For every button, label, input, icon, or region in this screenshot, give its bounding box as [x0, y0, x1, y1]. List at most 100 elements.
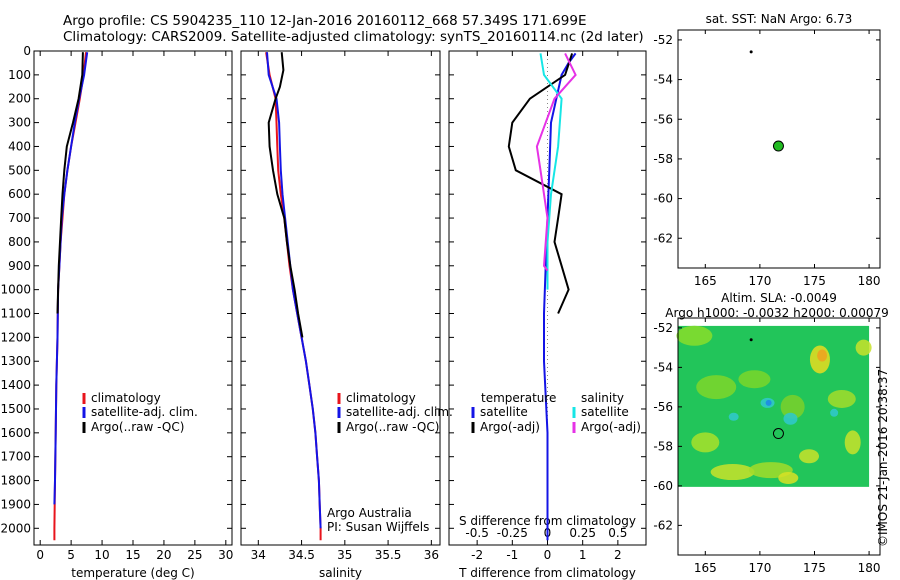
sst-map-xtick-label: 170 [748, 274, 771, 288]
header: Argo profile: CS 5904235_110 12-Jan-2016… [0, 0, 900, 46]
temperature-legend-argo-label: Argo(..raw -QC) [91, 420, 184, 434]
salinity-xtick-label: 35.5 [375, 548, 402, 562]
temperature-series-argorawqc [56, 52, 84, 314]
sla-map-ytick-label: -54 [653, 360, 673, 374]
depth-ytick-label: 1700 [0, 450, 31, 464]
depth-ytick-label: 1400 [0, 378, 31, 392]
depth-ytick-label: 1500 [0, 402, 31, 416]
difference-series-temperatureargoadj [507, 53, 574, 314]
salinity-panel-frame [240, 50, 441, 546]
difference-legend-temperature-satellite-label: satellite [480, 405, 528, 419]
sla-map-ytick-label: -52 [653, 321, 673, 335]
s-difference-tick-label: 0.25 [569, 526, 596, 540]
depth-ytick-label: 900 [8, 259, 31, 273]
difference-series-salinitysatellite [539, 53, 563, 290]
temperature-x-axis-label: temperature (deg C) [71, 566, 194, 580]
sst-map-float-position [772, 140, 784, 152]
sst-map-ytick-label: -58 [653, 152, 673, 166]
salinity-xtick-label: 34.5 [288, 548, 315, 562]
difference-legend-temperature-heading: temperature [481, 391, 556, 405]
sst-map-ytick-label: -60 [653, 192, 673, 206]
sla-map-frame [677, 317, 881, 556]
sla-map-float-position [772, 428, 784, 440]
temperature-xtick-label: 5 [67, 548, 75, 562]
pi-label: PI: Susan Wijffels [327, 520, 429, 534]
s-difference-tick-label: 0.5 [608, 526, 627, 540]
temperature-xtick-label: 25 [187, 548, 202, 562]
temperature-xtick-label: 15 [125, 548, 140, 562]
temperature-xtick-label: 10 [94, 548, 109, 562]
sla-map-xtick-label: 175 [803, 561, 826, 575]
difference-xtick-label: -2 [471, 548, 483, 562]
salinity-series-satelliteadjclim [266, 52, 322, 529]
sst-map-previous-position [749, 50, 753, 54]
depth-ytick-label: 1200 [0, 330, 31, 344]
salinity-legend-climatology-label: climatology [346, 391, 416, 405]
difference-xtick-label: 0 [544, 548, 552, 562]
salinity-xtick-label: 36 [424, 548, 439, 562]
temperature-panel-frame [33, 50, 233, 546]
depth-ytick-label: 800 [8, 235, 31, 249]
depth-ytick-label: 1100 [0, 307, 31, 321]
temperature-xtick-label: 0 [36, 548, 44, 562]
salinity-xtick-label: 34 [251, 548, 266, 562]
sst-map-xtick-label: 175 [803, 274, 826, 288]
difference-legend-salinity-heading: salinity [581, 391, 624, 405]
temperature-legend-satellite-label: satellite-adj. clim. [91, 405, 198, 419]
sst-map-ytick-label: -56 [653, 112, 673, 126]
sla-map-xtick-label: 165 [694, 561, 717, 575]
depth-ytick-label: 500 [8, 163, 31, 177]
depth-ytick-label: 1000 [0, 283, 31, 297]
sla-heatmap [676, 325, 872, 487]
temperature-xtick-label: 30 [218, 548, 233, 562]
sla-map-xtick-label: 180 [858, 561, 881, 575]
sst-map-ytick-label: -54 [653, 73, 673, 87]
s-difference-tick-label: -0.5 [465, 526, 488, 540]
temperature-legend-climatology-label: climatology [91, 391, 161, 405]
salinity-x-axis-label: salinity [319, 566, 362, 580]
sst-map-ytick-label: -52 [653, 33, 673, 47]
depth-ytick-label: 100 [8, 68, 31, 82]
sst-map-xtick-label: 180 [858, 274, 881, 288]
sla-map-title: Altim. SLA: -0.0049 [721, 291, 837, 305]
difference-xtick-label: 2 [614, 548, 622, 562]
depth-ytick-label: 600 [8, 187, 31, 201]
sla-map-ytick-label: -58 [653, 439, 673, 453]
difference-xtick-label: 1 [579, 548, 587, 562]
sst-map-frame [677, 29, 881, 269]
depth-ytick-label: 700 [8, 211, 31, 225]
salinity-legend-satellite-label: satellite-adj. clim. [346, 405, 453, 419]
sla-map-ytick-label: -60 [653, 479, 673, 493]
depth-ytick-label: 2000 [0, 521, 31, 535]
depth-ytick-label: 1800 [0, 474, 31, 488]
depth-ytick-label: 1600 [0, 426, 31, 440]
depth-ytick-label: 300 [8, 116, 31, 130]
temperature-series-climatology [53, 52, 87, 541]
depth-ytick-label: 400 [8, 139, 31, 153]
difference-legend-salinity-satellite-label: satellite [581, 405, 629, 419]
difference-xtick-label: -1 [506, 548, 518, 562]
header-line-2: Climatology: CARS2009. Satellite-adjuste… [63, 29, 644, 45]
difference-legend-temperature-argo-label: Argo(-adj) [480, 420, 540, 434]
salinity-legend-argo-label: Argo(..raw -QC) [346, 420, 439, 434]
header-line-1: Argo profile: CS 5904235_110 12-Jan-2016… [63, 13, 587, 29]
sla-map-subtitle: Argo h1000: -0.0032 h2000: 0.00079 [665, 306, 888, 320]
sst-map-xtick-label: 165 [694, 274, 717, 288]
difference-series-salinityargoadj [535, 52, 577, 272]
depth-ytick-label: 1900 [0, 497, 31, 511]
s-difference-tick-label: -0.25 [497, 526, 528, 540]
salinity-xtick-label: 35 [337, 548, 352, 562]
salinity-series-argorawqc [267, 52, 304, 338]
depth-ytick-label: 0 [23, 44, 31, 58]
t-difference-x-axis-label: T difference from climatology [458, 566, 636, 580]
sla-map-ytick-label: -56 [653, 400, 673, 414]
temperature-xtick-label: 20 [156, 548, 171, 562]
argo-australia-label: Argo Australia [327, 506, 412, 520]
depth-ytick-label: 200 [8, 92, 31, 106]
sst-map-title: sat. SST: NaN Argo: 6.73 [706, 12, 853, 26]
sst-map-ytick-label: -62 [653, 231, 673, 245]
sla-map-ytick-label: -62 [653, 518, 673, 532]
sla-map-previous-position [749, 338, 753, 342]
sla-map-xtick-label: 170 [748, 561, 771, 575]
